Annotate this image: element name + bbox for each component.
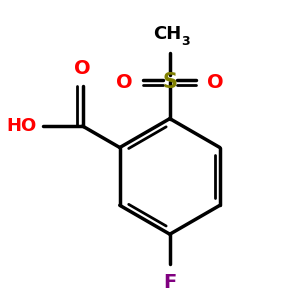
Text: CH: CH (153, 26, 181, 44)
Text: O: O (207, 73, 224, 92)
Text: O: O (74, 59, 91, 78)
Text: O: O (116, 73, 133, 92)
Text: S: S (162, 72, 177, 92)
Text: 3: 3 (182, 34, 190, 47)
Text: HO: HO (6, 117, 37, 135)
Text: F: F (163, 273, 176, 292)
